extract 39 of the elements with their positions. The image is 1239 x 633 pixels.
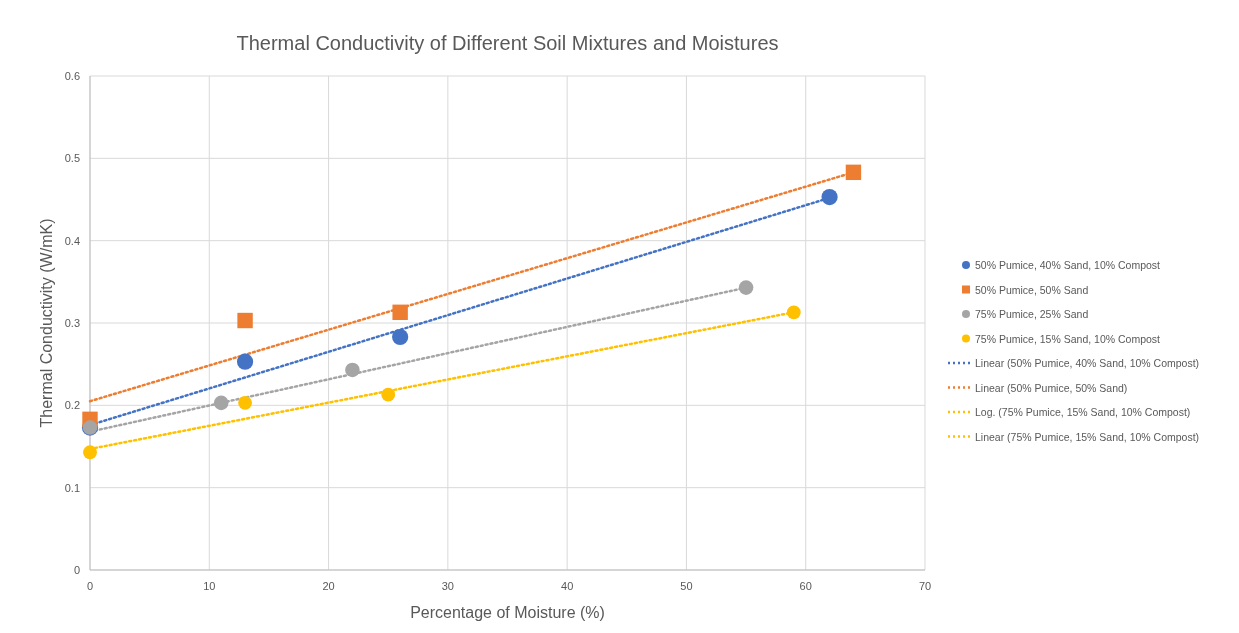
y-tick-label: 0.2 (64, 399, 80, 412)
legend-label: 75% Pumice, 15% Sand, 10% Compost (975, 332, 1161, 345)
legend-label: Log. (75% Pumice, 15% Sand, 10% Compost) (975, 406, 1191, 418)
x-tick-label: 50 (680, 580, 693, 592)
legend-label: Linear (50% Pumice, 50% Sand) (975, 381, 1128, 394)
legend-label: Linear (50% Pumice, 40% Sand, 10% Compost) (975, 357, 1200, 369)
legend-label: 75% Pumice, 25% Sand (975, 308, 1089, 320)
y-tick-label: 0.4 (64, 234, 80, 247)
x-tick-label: 20 (322, 580, 335, 592)
x-tick-label: 10 (203, 580, 216, 592)
legend-label: 50% Pumice, 50% Sand (975, 283, 1089, 296)
point (392, 304, 408, 320)
point (845, 164, 862, 181)
x-tick-label: 60 (799, 580, 812, 592)
point (238, 395, 252, 410)
x-tick-label: 30 (441, 580, 454, 592)
point (213, 395, 229, 411)
x-tick-label: 40 (561, 580, 574, 592)
point (345, 362, 360, 378)
y-axis-title: Thermal Conductivity (W/mK) (38, 218, 55, 428)
point (381, 387, 396, 402)
y-tick-label: 0.3 (64, 317, 80, 329)
chart-title: Thermal Conductivity of Different Soil Mixtures and Moistures (236, 32, 779, 54)
point (738, 280, 754, 295)
legend-label: Linear (75% Pumice, 15% Sand, 10% Compost) (975, 430, 1200, 443)
point (83, 445, 97, 460)
x-tick-label: 0 (86, 580, 94, 592)
y-tick-label: 0.5 (64, 152, 80, 165)
legend-label: 50% Pumice, 40% Sand, 10% Compost (975, 259, 1161, 271)
y-tick-label: 0.6 (64, 70, 80, 82)
point (237, 312, 253, 329)
x-tick-label: 70 (918, 580, 932, 592)
point (392, 328, 409, 346)
y-tick-label: 0.1 (64, 481, 80, 494)
x-axis-title: Percentage of Moisture (%) (410, 604, 605, 621)
point (236, 353, 254, 370)
point (786, 305, 801, 320)
y-tick-label: 0 (73, 564, 80, 576)
point (821, 188, 838, 206)
